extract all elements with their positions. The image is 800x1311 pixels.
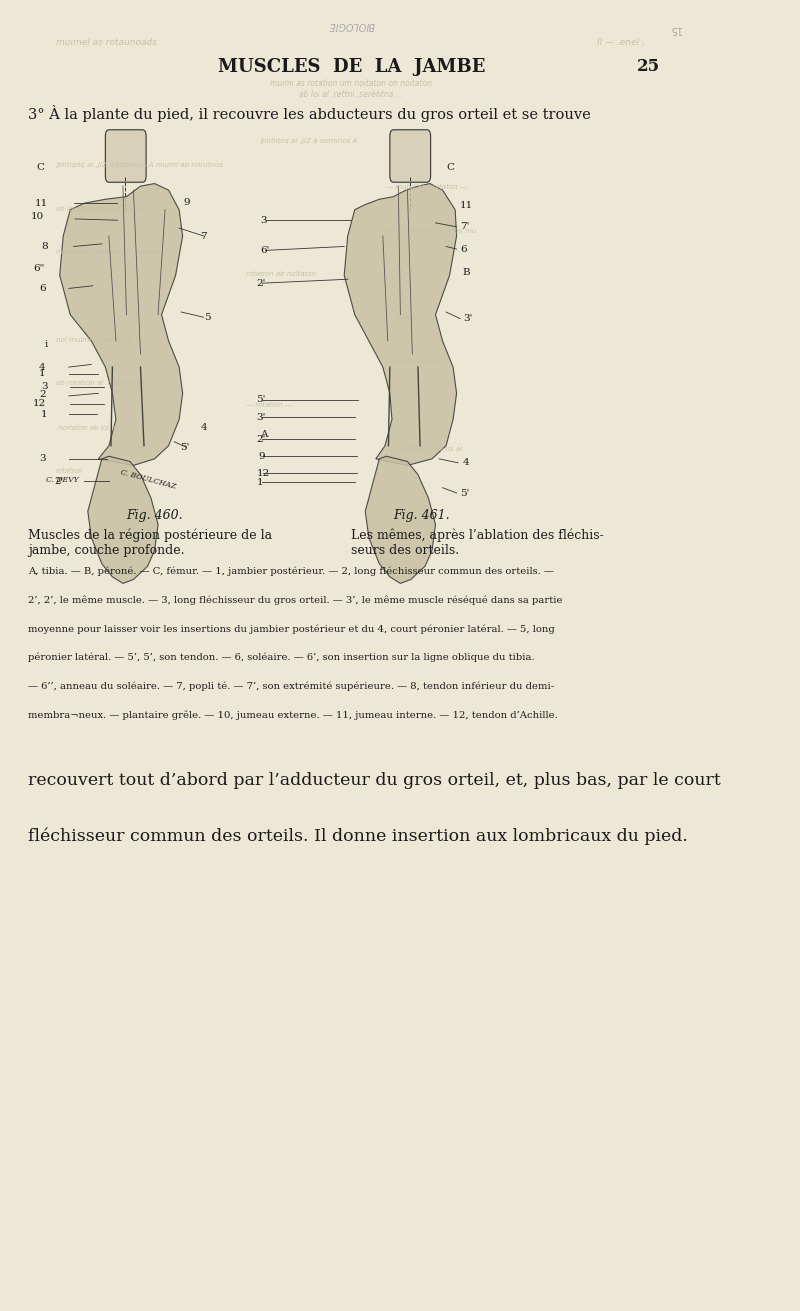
Text: — rotation —: — rotation — — [246, 402, 294, 409]
Text: recouvert tout d’abord par l’adducteur du gros orteil, et, plus bas, par le cour: recouvert tout d’abord par l’adducteur d… — [28, 772, 721, 789]
Text: C. BOULCHAZ: C. BOULCHAZ — [119, 468, 177, 490]
Text: 6: 6 — [460, 245, 466, 254]
Text: Fig. 461.: Fig. 461. — [393, 509, 450, 522]
Text: 9: 9 — [258, 452, 265, 461]
Text: A, tibia. — B, péroné. — C, fémur. — 1, jambier postérieur. — 2, long fléchisseu: A, tibia. — B, péroné. — C, fémur. — 1, … — [28, 566, 554, 576]
Text: i: i — [45, 341, 48, 350]
Polygon shape — [366, 456, 435, 583]
Text: C. DEVY: C. DEVY — [46, 476, 78, 484]
Text: 3': 3' — [256, 413, 266, 422]
Text: 10: 10 — [31, 212, 44, 222]
Text: 5': 5' — [460, 489, 470, 498]
Text: .nos ab rotation: .nos ab rotation — [386, 358, 442, 364]
Text: Les mêmes, après l’ablation des fléchis-: Les mêmes, après l’ablation des fléchis- — [351, 528, 604, 541]
Text: 6': 6' — [260, 246, 270, 256]
Text: 3° À la plante du pied, il recouvre les abducteurs du gros orteil et se trouve: 3° À la plante du pied, il recouvre les … — [28, 105, 591, 122]
Text: muimi as rotation um noitaton on noitaton: muimi as rotation um noitaton on noitato… — [270, 79, 432, 88]
Text: Muscles de la région postérieure de la: Muscles de la région postérieure de la — [28, 528, 272, 541]
Text: noituloser ab rotation noitaton: noituloser ab rotation noitaton — [56, 249, 163, 256]
Text: 4: 4 — [462, 459, 469, 468]
Text: BIOLOGIE: BIOLOGIE — [328, 20, 374, 30]
Text: 2': 2' — [256, 435, 266, 444]
Text: — 6’’, anneau du soléaire. — 7, popli té. — 7’, son extrémité supérieure. — 8, t: — 6’’, anneau du soléaire. — 7, popli té… — [28, 682, 554, 691]
Text: 6: 6 — [39, 284, 46, 294]
Text: rotation ab noitaton: rotation ab noitaton — [246, 271, 316, 278]
Polygon shape — [344, 184, 457, 465]
Text: ab loi al noituloser ab ,Jat .: ab loi al noituloser ab ,Jat . — [56, 206, 150, 212]
Text: fléchisseur commun des orteils. Il donne insertion aux lombricaux du pied.: fléchisseur commun des orteils. Il donne… — [28, 827, 688, 844]
Text: seurs des orteils.: seurs des orteils. — [351, 544, 459, 557]
Text: ab rotation al .rettni mujul: ab rotation al .rettni mujul — [56, 380, 149, 387]
Text: 12: 12 — [33, 400, 46, 409]
Text: 1: 1 — [39, 370, 46, 379]
Text: 7': 7' — [460, 223, 470, 232]
Text: 2': 2' — [256, 279, 266, 288]
Text: 11: 11 — [460, 202, 474, 211]
Text: ab loi al .rettni ,serèhtna ...: ab loi al .rettni ,serèhtna ... — [299, 90, 403, 100]
Text: 3: 3 — [39, 455, 46, 464]
Text: 9: 9 — [183, 198, 190, 207]
Text: — mujml — .: — mujml — . — [386, 315, 431, 321]
Text: .noitaton ab loi al: .noitaton ab loi al — [56, 425, 118, 431]
Text: MUSCLES  DE  LA  JAMBE: MUSCLES DE LA JAMBE — [218, 58, 485, 76]
Text: 2’, 2’, le même muscle. — 3, long fléchisseur du gros orteil. — 3’, le même musc: 2’, 2’, le même muscle. — 3, long fléchi… — [28, 595, 562, 604]
Polygon shape — [88, 456, 158, 583]
FancyBboxPatch shape — [106, 130, 146, 182]
Text: A: A — [260, 430, 267, 439]
Text: 11: 11 — [34, 199, 48, 208]
Text: moyenne pour laisser voir les insertions du jambier postérieur et du 4, court pé: moyenne pour laisser voir les insertions… — [28, 624, 555, 633]
Text: — mujul ab noitaton —: — mujul ab noitaton — — [386, 184, 467, 190]
Text: Jobtiqoq al .JIZ à ssimmos A: Jobtiqoq al .JIZ à ssimmos A — [260, 138, 358, 144]
Text: jambe, couche profonde.: jambe, couche profonde. — [28, 544, 185, 557]
Text: 3: 3 — [41, 383, 48, 392]
Text: II — .enel ,: II — .enel , — [597, 38, 645, 47]
Text: 5: 5 — [204, 313, 210, 323]
Text: 15: 15 — [669, 24, 682, 34]
Text: 1: 1 — [41, 410, 48, 420]
Text: péronier latéral. — 5’, 5’, son tendon. — 6, soléaire. — 6’, son insertion sur l: péronier latéral. — 5’, 5’, son tendon. … — [28, 653, 534, 662]
Text: 1: 1 — [256, 479, 263, 488]
Text: 25: 25 — [637, 58, 660, 75]
Text: ab 'S .retni al ,A .artni mu: ab 'S .retni al ,A .artni mu — [386, 228, 477, 235]
Text: membra¬neux. — plantaire grêle. — 10, jumeau externe. — 11, jumeau interne. — 12: membra¬neux. — plantaire grêle. — 10, ju… — [28, 711, 558, 720]
Text: 3: 3 — [260, 216, 266, 225]
FancyBboxPatch shape — [390, 130, 430, 182]
Text: 2: 2 — [39, 391, 46, 400]
Text: C: C — [446, 164, 454, 173]
Polygon shape — [60, 184, 182, 465]
Text: Johtiqoq al .JIZ à ssimmos A muiml ab roirutnos: Johtiqoq al .JIZ à ssimmos A muiml ab ro… — [56, 161, 223, 168]
Text: Fig. 460.: Fig. 460. — [126, 509, 183, 522]
Text: B: B — [462, 269, 470, 278]
Text: 4: 4 — [39, 363, 46, 372]
Text: 8: 8 — [41, 243, 48, 252]
Text: 5': 5' — [256, 396, 266, 405]
Text: 2': 2' — [54, 477, 63, 486]
Text: muimel as rotaunoads: muimel as rotaunoads — [56, 38, 157, 47]
Text: 4: 4 — [201, 423, 207, 433]
Text: 6": 6" — [33, 265, 44, 274]
Text: — rotation — ab loi al: — rotation — ab loi al — [386, 446, 462, 452]
Text: 7: 7 — [201, 232, 207, 241]
Text: C: C — [36, 164, 44, 173]
Text: 3': 3' — [464, 315, 473, 324]
Text: noi muiml al .rettni al .A: noi muiml al .rettni al .A — [56, 337, 142, 343]
Text: 5': 5' — [180, 443, 190, 452]
Text: 12: 12 — [257, 469, 270, 479]
Text: rotation: rotation — [56, 468, 84, 475]
